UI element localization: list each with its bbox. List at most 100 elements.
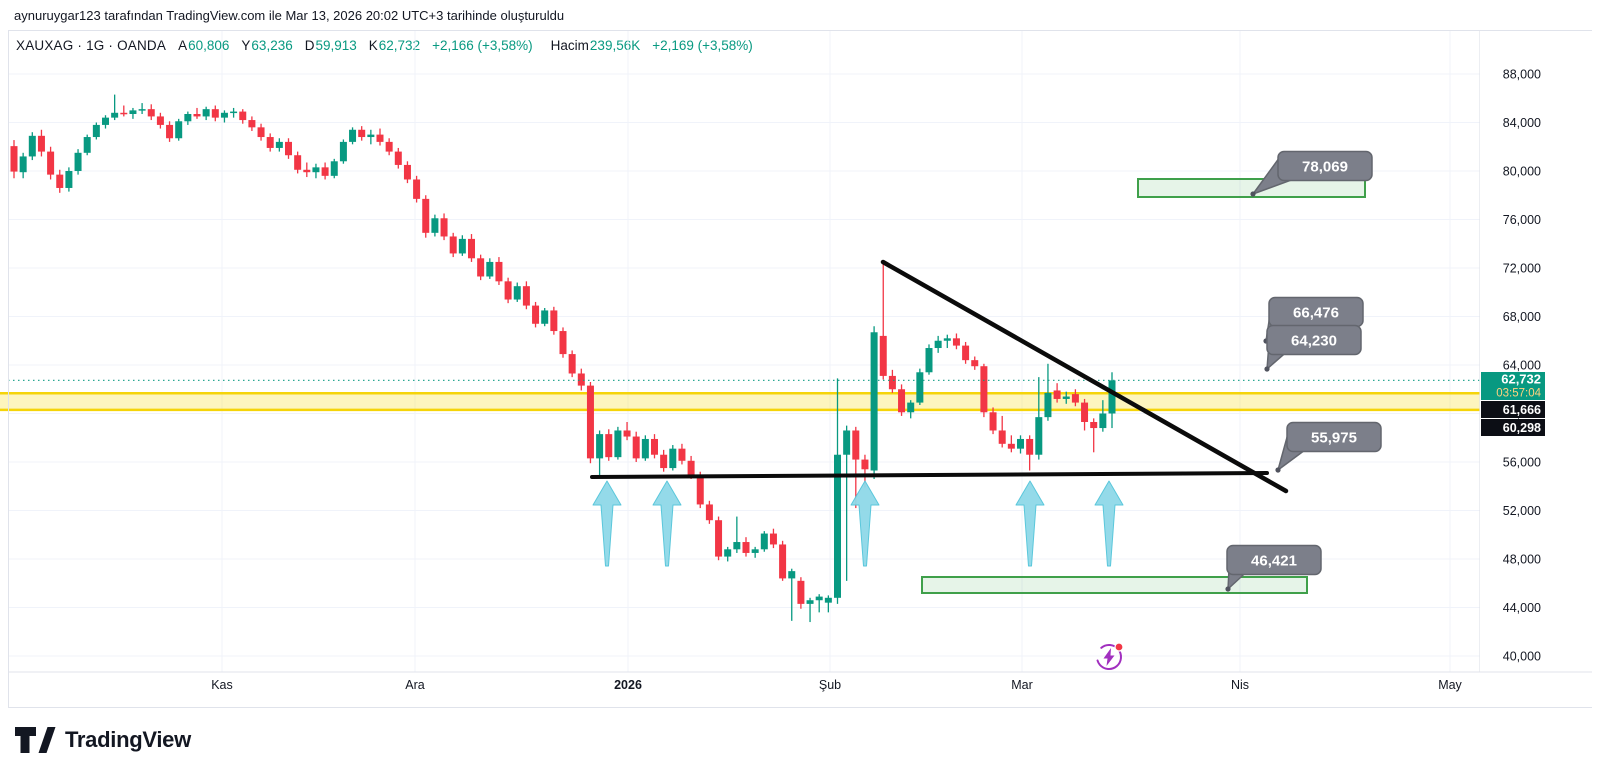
candle bbox=[769, 528, 777, 549]
candle-body bbox=[239, 111, 247, 121]
up-arrow-marker[interactable] bbox=[1015, 480, 1045, 567]
candle-body bbox=[513, 286, 521, 300]
candle bbox=[989, 407, 997, 435]
candle bbox=[211, 105, 219, 122]
time-axis-label: May bbox=[1438, 678, 1462, 692]
drawing-price-label: 61,666 bbox=[1503, 403, 1541, 417]
candle-body bbox=[440, 218, 448, 237]
candle-body bbox=[586, 385, 594, 459]
candle-body bbox=[824, 597, 832, 603]
candle bbox=[477, 254, 485, 281]
candle bbox=[532, 301, 540, 328]
candle bbox=[724, 546, 732, 562]
candle-body bbox=[705, 504, 713, 521]
candle bbox=[56, 169, 64, 193]
candle-body bbox=[522, 286, 530, 306]
trendlines[interactable] bbox=[590, 259, 1289, 494]
candle bbox=[358, 126, 366, 141]
yellow-band-fill[interactable] bbox=[0, 393, 1480, 410]
callout-box bbox=[1286, 421, 1382, 453]
candle bbox=[495, 257, 503, 285]
callout[interactable]: 64,230 bbox=[1264, 324, 1362, 372]
candle-body bbox=[330, 161, 338, 176]
attribution-text: aynuruygar123 tarafından TradingView.com… bbox=[14, 8, 565, 23]
current-price-label: 62,732 bbox=[1501, 372, 1541, 387]
candle bbox=[349, 127, 357, 145]
price-callouts[interactable]: 78,069 66,476 64,230 55,975 46,421 bbox=[1225, 150, 1382, 592]
candle-body bbox=[568, 354, 576, 374]
yellow-support-band[interactable] bbox=[0, 392, 1480, 412]
candle-body bbox=[724, 549, 732, 557]
candle bbox=[321, 162, 329, 180]
up-arrow-marker[interactable] bbox=[592, 480, 622, 567]
callout-box bbox=[1266, 324, 1362, 356]
candle bbox=[422, 195, 430, 238]
bar-countdown-label: 03:57:04 bbox=[1496, 388, 1541, 400]
candle-body bbox=[760, 533, 768, 550]
time-axis[interactable]: Kas Ara 2026 Şub Mar Nis May bbox=[8, 671, 1592, 692]
candle-body bbox=[175, 121, 183, 139]
candle-body bbox=[10, 146, 18, 172]
candle bbox=[797, 577, 805, 609]
candle-body bbox=[156, 116, 164, 125]
callout-box bbox=[1226, 544, 1322, 576]
callout-label: 66,476 bbox=[1293, 305, 1339, 322]
candle-body bbox=[468, 238, 475, 259]
callout[interactable]: 46,421 bbox=[1225, 544, 1322, 592]
candle-body bbox=[998, 430, 1006, 444]
candle bbox=[230, 107, 238, 118]
symbol-title[interactable]: XAUXAG · 1G · OANDA bbox=[16, 38, 167, 53]
candle-body bbox=[952, 338, 960, 346]
tradingview-logo-text: TradingView bbox=[65, 727, 191, 752]
candle bbox=[468, 234, 475, 262]
low-field: D 59,913 bbox=[304, 38, 357, 53]
candle-body bbox=[779, 544, 787, 579]
candle-body bbox=[431, 218, 439, 233]
panel-borders bbox=[8, 30, 1592, 708]
up-arrow-marker[interactable] bbox=[1094, 480, 1124, 567]
green-zone-rect[interactable] bbox=[1137, 178, 1366, 198]
drawing-price-label-box bbox=[1481, 401, 1545, 418]
candle bbox=[486, 258, 494, 279]
candle bbox=[275, 138, 283, 152]
candle bbox=[202, 106, 210, 121]
symbol-bar[interactable]: XAUXAG · 1G · OANDA A 60,806 Y 63,236 D 59,… bbox=[16, 38, 753, 53]
open-field: A 60,806 bbox=[178, 38, 230, 53]
candle-body bbox=[742, 542, 750, 553]
candle-body bbox=[102, 117, 109, 125]
up-arrow-marker[interactable] bbox=[850, 480, 880, 567]
spark-icon[interactable] bbox=[1092, 640, 1126, 674]
candle bbox=[1017, 435, 1024, 454]
candle bbox=[568, 350, 576, 378]
trendline[interactable] bbox=[880, 259, 1289, 494]
green-zone-rect[interactable] bbox=[921, 576, 1308, 594]
callout[interactable]: 55,975 bbox=[1275, 421, 1382, 473]
candle-body bbox=[449, 236, 457, 254]
candle-body bbox=[403, 164, 411, 180]
candle-body bbox=[1035, 417, 1043, 455]
candle bbox=[605, 429, 613, 461]
time-axis-label: Kas bbox=[211, 678, 233, 692]
candle-body bbox=[83, 137, 91, 153]
trendline[interactable] bbox=[590, 471, 1269, 479]
candle bbox=[156, 112, 164, 129]
candle-body bbox=[980, 366, 988, 413]
candle-body bbox=[916, 372, 924, 403]
candle bbox=[303, 162, 311, 178]
candle bbox=[934, 335, 942, 353]
candle bbox=[458, 235, 466, 256]
candle bbox=[870, 326, 878, 479]
candle-body bbox=[715, 520, 723, 557]
target-zones[interactable] bbox=[921, 178, 1366, 594]
candle-body bbox=[74, 152, 82, 171]
price-axis[interactable]: 88,000 84,000 80,000 76,000 72,000 68,000 64,0… bbox=[1503, 67, 1541, 663]
callout[interactable]: 78,069 bbox=[1250, 150, 1373, 197]
up-arrow-marker[interactable] bbox=[652, 480, 682, 567]
candle bbox=[907, 400, 915, 419]
candle bbox=[413, 175, 421, 203]
candle-body bbox=[184, 114, 192, 122]
up-arrows[interactable] bbox=[592, 480, 1124, 567]
tradingview-logo[interactable]: TradingView bbox=[14, 726, 191, 754]
candle-body bbox=[202, 109, 210, 117]
